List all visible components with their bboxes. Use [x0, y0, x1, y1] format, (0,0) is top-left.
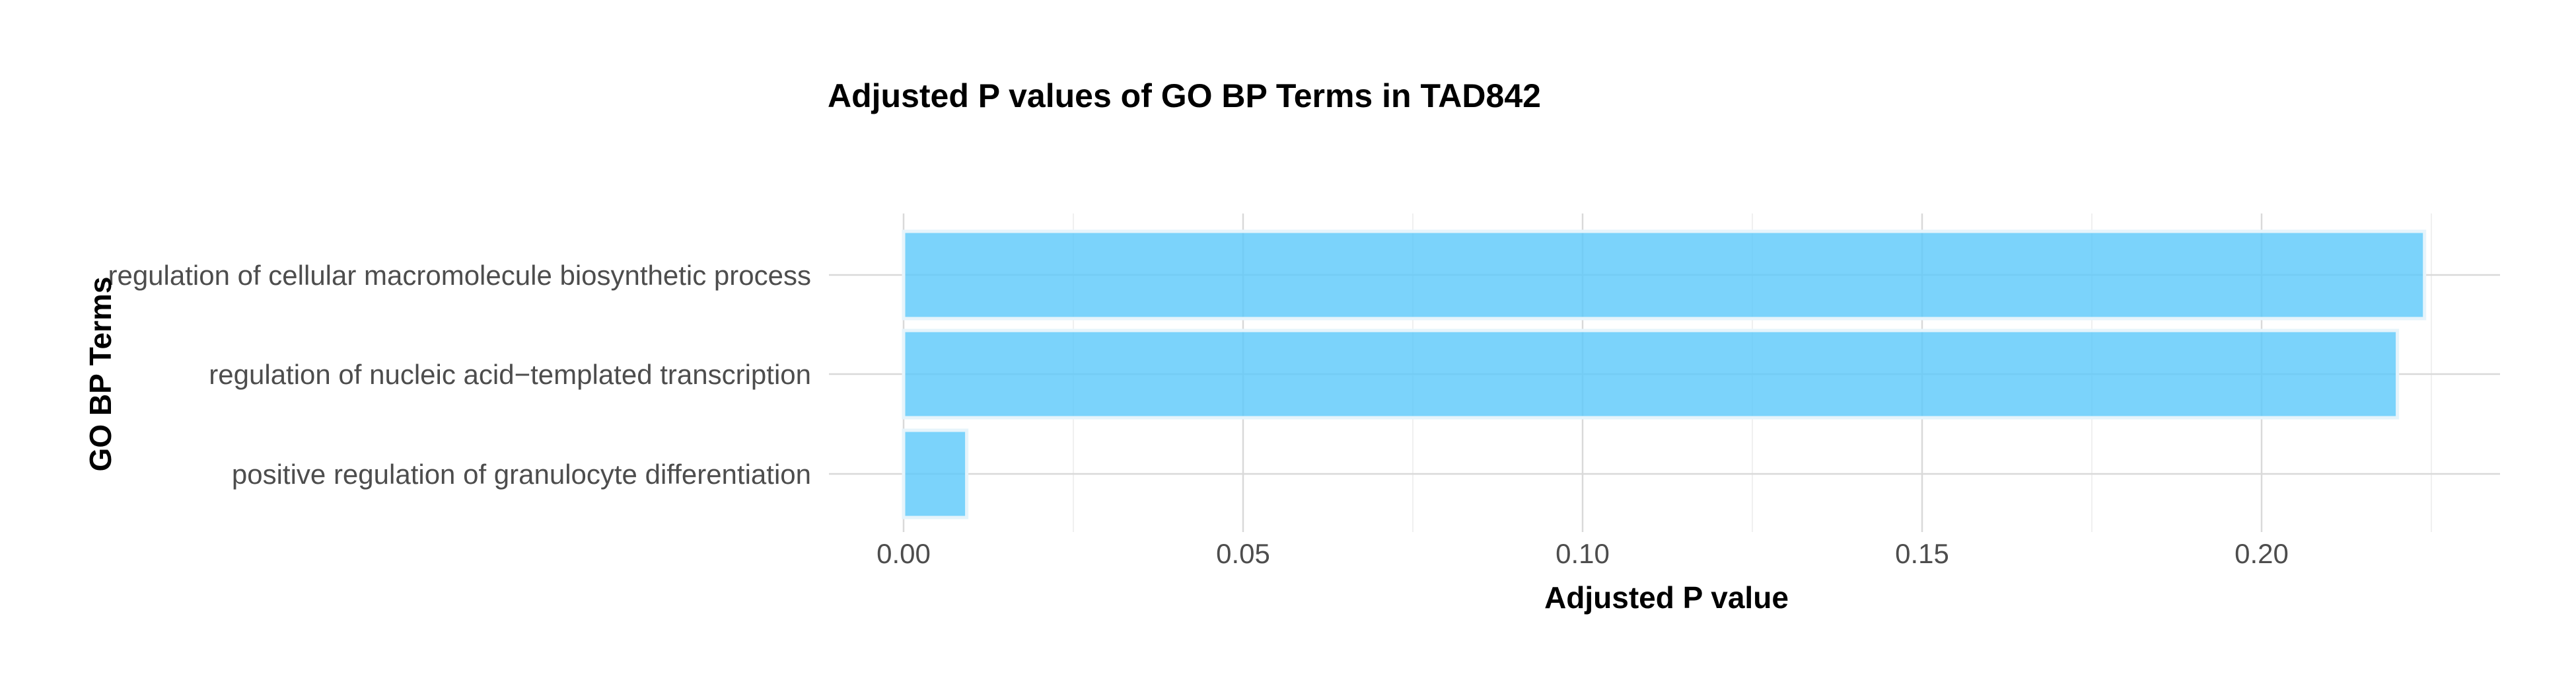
- chart-title: Adjusted P values of GO BP Terms in TAD8…: [828, 77, 1541, 114]
- x-tick-labels: 0.00 0.05 0.10 0.15 0.20: [877, 538, 2289, 569]
- y-tick-label: regulation of cellular macromolecule bio…: [108, 260, 811, 291]
- bars: [902, 229, 2427, 520]
- x-axis-title: Adjusted P value: [1544, 580, 1789, 615]
- y-tick-label: positive regulation of granulocyte diffe…: [232, 459, 811, 490]
- x-tick-label: 0.15: [1895, 538, 1949, 569]
- y-tick-labels: regulation of cellular macromolecule bio…: [108, 260, 811, 490]
- x-tick-label: 0.10: [1556, 538, 1610, 569]
- x-tick-label: 0.20: [2235, 538, 2289, 569]
- y-tick-label: regulation of nucleic acid−templated tra…: [209, 359, 811, 390]
- bar: [902, 229, 2427, 321]
- bar: [902, 428, 969, 520]
- x-tick-label: 0.00: [877, 538, 931, 569]
- bar: [902, 328, 2400, 420]
- y-axis-title: GO BP Terms: [83, 277, 118, 472]
- x-tick-label: 0.05: [1216, 538, 1270, 569]
